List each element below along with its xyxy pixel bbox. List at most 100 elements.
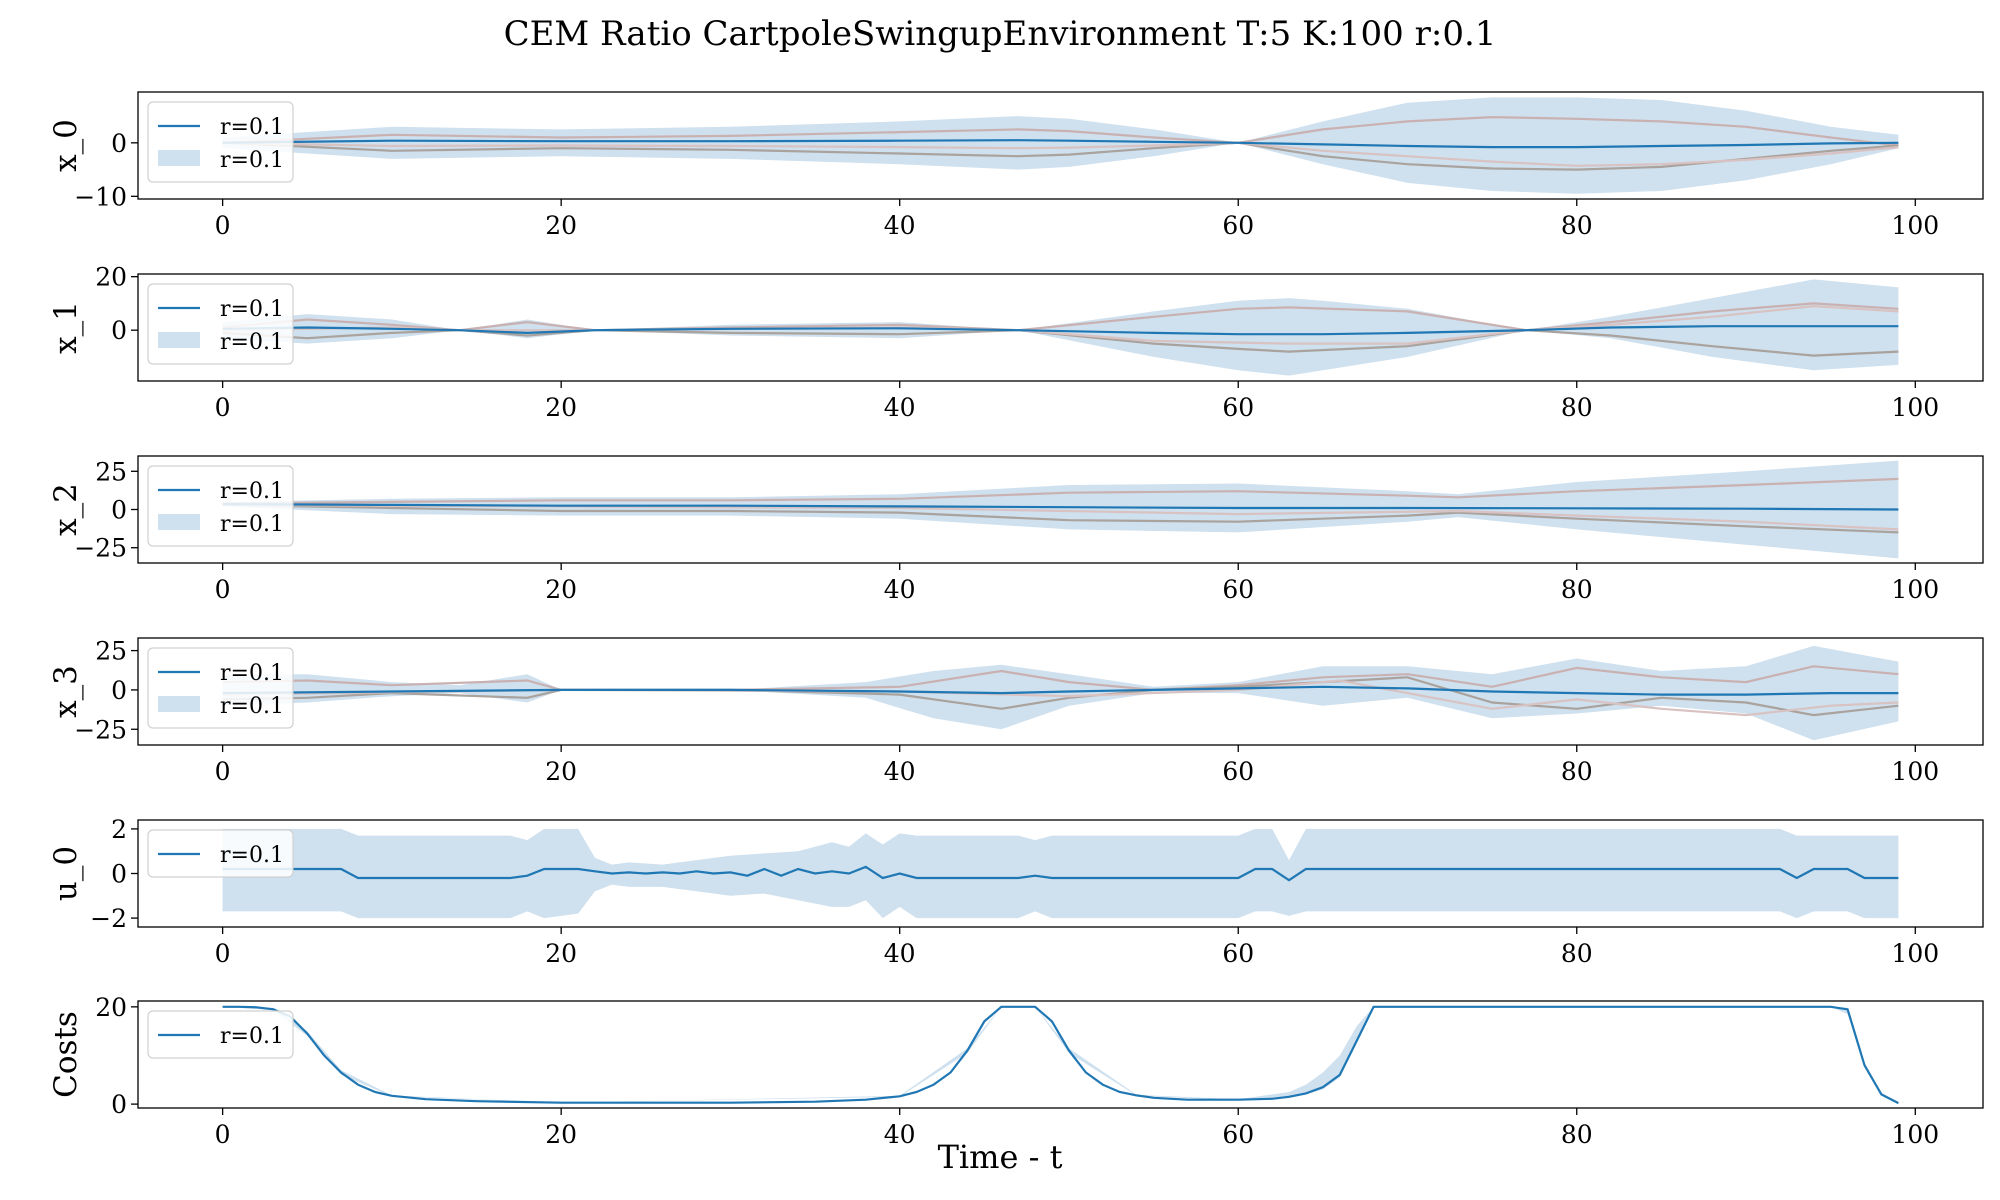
sample-trajectory-line (222, 503, 1899, 534)
x-tick-label: 20 (545, 211, 577, 240)
x-tick-label: 40 (884, 1120, 916, 1149)
x-tick-label: 40 (884, 757, 916, 786)
y-tick-label: 25 (95, 637, 127, 666)
y-axis-label: u_0 (48, 846, 84, 901)
x-tick-label: 40 (884, 211, 916, 240)
mean-line (222, 139, 1899, 149)
x-tick-label: 0 (215, 757, 231, 786)
x-tick-label: 20 (545, 939, 577, 968)
subplot-x_2: 0 20 40 60 80 100 −25 0 25 x_2 r=0.1 r=0.1 (48, 455, 1984, 604)
sample-trajectory-line (222, 477, 1899, 505)
plot-area (222, 97, 1899, 194)
subplot-x_0: 0 20 40 60 80 100 −10 0 x_0 r=0.1 r=0.1 (48, 91, 1984, 240)
y-tick-label: 2 (111, 815, 127, 844)
x-tick-label: 100 (1891, 757, 1939, 786)
x-tick-label: 100 (1891, 393, 1939, 422)
x-tick-label: 20 (545, 1120, 577, 1149)
x-tick-label: 20 (545, 575, 577, 604)
mean-line (222, 325, 1899, 336)
y-axis-label: x_2 (48, 483, 84, 536)
legend: r=0.1 r=0.1 (147, 101, 294, 183)
x-tick-label: 80 (1561, 1120, 1593, 1149)
y-tick-label: 0 (111, 129, 127, 158)
axes-frame (137, 637, 1984, 746)
mean-line (222, 503, 1899, 511)
x-axis-label: Time - t (937, 1138, 1063, 1176)
y-axis-label: x_0 (48, 119, 84, 172)
subplot-u_0: 0 20 40 60 80 100 −2 0 2 u_0 r=0.1 (48, 815, 1984, 968)
x-tick-label: 0 (215, 939, 231, 968)
x-tick-label: 80 (1561, 211, 1593, 240)
legend-label: r=0.1 (220, 512, 284, 537)
confidence-band (222, 460, 1899, 559)
x-tick-label: 0 (215, 211, 231, 240)
plot-area (222, 645, 1899, 741)
y-axis-label: Costs (48, 1011, 84, 1098)
x-tick-label: 40 (884, 393, 916, 422)
confidence-band (222, 97, 1899, 194)
x-tick-label: 100 (1891, 1120, 1939, 1149)
x-tick-label: 0 (215, 1120, 231, 1149)
y-tick-label: 0 (111, 1090, 127, 1119)
x-tick-label: 80 (1561, 393, 1593, 422)
legend: r=0.1 (147, 1010, 294, 1059)
legend-label: r=0.1 (220, 694, 284, 719)
y-tick-label: −25 (74, 534, 127, 563)
confidence-band (222, 279, 1899, 376)
legend-label: r=0.1 (220, 1024, 284, 1049)
x-tick-label: 100 (1891, 211, 1939, 240)
legend-band-swatch (158, 150, 200, 166)
legend-label: r=0.1 (220, 148, 284, 173)
legend-box (147, 1010, 294, 1059)
legend-band-swatch (158, 696, 200, 712)
plot-area (222, 279, 1899, 376)
y-tick-label: 0 (111, 860, 127, 889)
y-tick-label: 20 (95, 263, 127, 292)
x-tick-label: 20 (545, 757, 577, 786)
x-tick-label: 60 (1222, 757, 1254, 786)
confidence-band (222, 828, 1899, 919)
confidence-band (222, 645, 1899, 741)
x-tick-label: 60 (1222, 393, 1254, 422)
axes-frame (137, 1000, 1984, 1109)
x-tick-label: 60 (1222, 1120, 1254, 1149)
y-axis-label: x_3 (48, 665, 84, 718)
y-tick-label: −2 (90, 904, 127, 933)
legend-band-swatch (158, 514, 200, 530)
y-tick-label: −10 (74, 182, 127, 211)
mean-line (222, 865, 1899, 882)
legend: r=0.1 r=0.1 (147, 465, 294, 547)
legend-label: r=0.1 (220, 115, 284, 140)
x-tick-label: 0 (215, 393, 231, 422)
x-tick-label: 0 (215, 575, 231, 604)
y-axis-label: x_1 (48, 301, 84, 354)
legend-label: r=0.1 (220, 843, 284, 868)
x-tick-label: 100 (1891, 575, 1939, 604)
confidence-band (222, 1006, 1899, 1104)
subplot-x_1: 0 20 40 60 80 100 0 20 x_1 r=0.1 r=0.1 (48, 263, 1984, 422)
axes-frame (137, 273, 1984, 382)
y-tick-label: 0 (111, 676, 127, 705)
x-tick-label: 60 (1222, 939, 1254, 968)
mean-line (222, 1005, 1899, 1105)
axes-frame (137, 91, 1984, 200)
chart-title: CEM Ratio CartpoleSwingupEnvironment T:5… (503, 14, 1497, 54)
legend: r=0.1 r=0.1 (147, 647, 294, 729)
legend-label: r=0.1 (220, 661, 284, 686)
subplot-Costs: 0 20 40 60 80 100 0 20 Costs r=0.1 (48, 993, 1984, 1149)
x-tick-label: 80 (1561, 939, 1593, 968)
subplot-x_3: 0 20 40 60 80 100 −25 0 25 x_3 r=0.1 r=0.1 (48, 637, 1984, 786)
x-tick-label: 40 (884, 575, 916, 604)
plot-area (222, 828, 1899, 919)
legend: r=0.1 r=0.1 (147, 283, 294, 365)
x-tick-label: 40 (884, 939, 916, 968)
mean-line (222, 685, 1899, 696)
legend-band-swatch (158, 332, 200, 348)
x-tick-label: 100 (1891, 939, 1939, 968)
plot-area (222, 1005, 1899, 1105)
y-tick-label: −25 (74, 715, 127, 744)
legend-label: r=0.1 (220, 479, 284, 504)
legend: r=0.1 (147, 829, 294, 878)
